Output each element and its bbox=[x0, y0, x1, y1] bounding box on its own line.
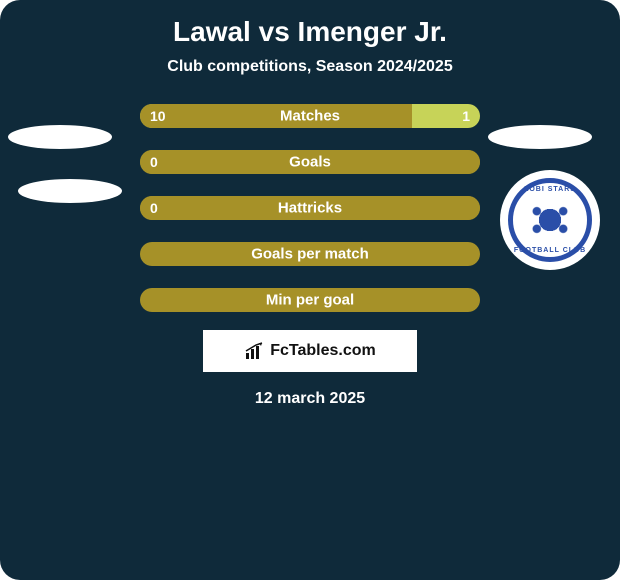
stat-bar-left bbox=[140, 104, 412, 128]
stat-value-left: 10 bbox=[150, 108, 166, 124]
date-label: 12 march 2025 bbox=[0, 390, 620, 408]
fctables-watermark: FcTables.com bbox=[203, 330, 417, 372]
stat-row-min-per-goal: Min per goal bbox=[140, 288, 480, 312]
stat-label: Goals bbox=[289, 154, 331, 171]
stats-card: Lawal vs Imenger Jr. Club competitions, … bbox=[0, 0, 620, 580]
subtitle: Club competitions, Season 2024/2025 bbox=[0, 58, 620, 76]
soccer-ball-icon bbox=[528, 198, 572, 242]
stat-row-goals: 0 Goals bbox=[140, 150, 480, 174]
team-logo-text-bottom: FOOTBALL CLUB bbox=[514, 247, 586, 254]
stat-label: Goals per match bbox=[251, 246, 369, 263]
stat-row-matches: 10 Matches 1 bbox=[140, 104, 480, 128]
player-left-avatar-1 bbox=[8, 125, 112, 149]
fctables-label: FcTables.com bbox=[270, 342, 376, 360]
player-left-avatar-2 bbox=[18, 179, 122, 203]
stat-label: Hattricks bbox=[278, 200, 342, 217]
team-logo-text-top: LOBI STARS bbox=[524, 186, 576, 193]
stat-value-left: 0 bbox=[150, 154, 158, 170]
team-logo-ring: LOBI STARS FOOTBALL CLUB bbox=[508, 178, 592, 262]
stat-value-right: 1 bbox=[462, 108, 470, 124]
team-logo-right: LOBI STARS FOOTBALL CLUB bbox=[500, 170, 600, 270]
stat-row-goals-per-match: Goals per match bbox=[140, 242, 480, 266]
stat-value-left: 0 bbox=[150, 200, 158, 216]
stat-label: Min per goal bbox=[266, 292, 354, 309]
player-right-avatar bbox=[488, 125, 592, 149]
page-title: Lawal vs Imenger Jr. bbox=[0, 16, 620, 48]
stat-row-hattricks: 0 Hattricks bbox=[140, 196, 480, 220]
stat-label: Matches bbox=[280, 108, 340, 125]
chart-icon bbox=[244, 342, 266, 360]
